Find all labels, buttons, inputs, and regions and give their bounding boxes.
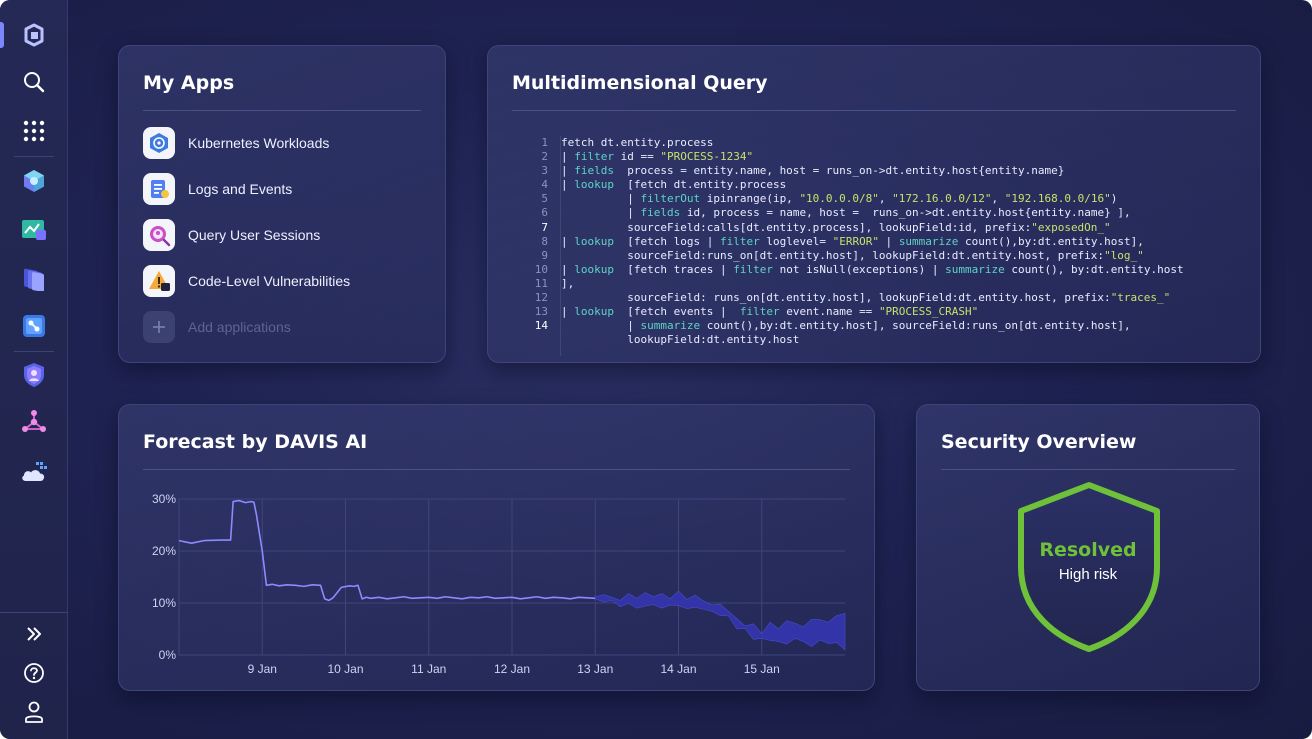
x-tick-label: 13 Jan: [577, 662, 613, 676]
dynatrace-logo-icon[interactable]: [14, 15, 54, 55]
x-tick-label: 15 Jan: [744, 662, 780, 676]
add-applications-label: Add applications: [188, 319, 291, 335]
code-line: ],: [561, 276, 575, 290]
card-divider: [941, 469, 1235, 470]
card-divider: [143, 110, 421, 111]
code-line: | lookup [fetch dt.entity.process: [561, 178, 787, 192]
card-title: Forecast by DAVIS AI: [143, 431, 368, 453]
query-sessions-icon: [143, 219, 175, 251]
code-line: sourceField:calls[dt.entity.process], lo…: [561, 220, 1111, 234]
app-item-kubernetes-workloads[interactable]: Kubernetes Workloads: [143, 127, 329, 159]
card-divider: [512, 110, 1236, 111]
sidebar-bottom-divider: [0, 612, 68, 613]
code-line: fetch dt.entity.process: [561, 136, 714, 149]
code-line: | lookup [fetch events | filter event.na…: [561, 305, 979, 319]
line-number: 13: [534, 305, 548, 319]
dashboards-app-icon[interactable]: [14, 210, 54, 250]
infrastructure-app-icon[interactable]: [14, 161, 54, 201]
code-line: | lookup [fetch logs | filter loglevel= …: [561, 234, 1144, 248]
security-status: Resolved: [1039, 539, 1137, 561]
card-title: My Apps: [143, 72, 235, 94]
code-line: | filterOut ipinrange(ip, "10.0.0.0/8", …: [561, 192, 1118, 206]
line-number: 12: [534, 291, 548, 305]
y-tick-label: 30%: [152, 492, 176, 506]
security-app-icon[interactable]: [14, 355, 54, 395]
query-code: fetch dt.entity.process | filter id == "P…: [561, 136, 1184, 347]
y-tick-label: 0%: [159, 648, 177, 662]
line-number: 3: [541, 164, 548, 178]
app-item-logs-and-events[interactable]: Logs and Events: [143, 173, 292, 205]
sidebar-divider: [14, 156, 54, 157]
app-item-code-level-vulnerabilities[interactable]: Code-Level Vulnerabilities: [143, 265, 350, 297]
code-line: | fields id, process = name, host = runs…: [561, 206, 1131, 220]
line-number: 4: [541, 178, 548, 192]
cloud-app-icon[interactable]: [14, 452, 54, 492]
code-line: | lookup [fetch traces | filter not isNu…: [561, 262, 1184, 276]
sidebar-divider: [14, 351, 54, 352]
vulnerability-icon: [143, 265, 175, 297]
card-title: Security Overview: [941, 431, 1137, 453]
forecast-chart: 30% 20% 10% 0% 9 Jan 10 Jan 11 Jan 12 Jan 13 Jan…: [152, 492, 846, 676]
security-overview-card: Security Overview Resolved High risk: [916, 404, 1260, 691]
kubernetes-icon: [143, 127, 175, 159]
sidebar: [0, 0, 68, 739]
line-number: 11: [534, 276, 548, 290]
multidimensional-query-card: Multidimensional Query 1 2 3 4 5 6 7 8 9 10 11 12 13…: [487, 45, 1261, 363]
gutter-divider: [560, 136, 561, 356]
logs-app-icon[interactable]: [14, 258, 54, 298]
line-number: [516, 333, 548, 347]
my-apps-card: My Apps Kubernetes Workloads: [118, 45, 446, 363]
line-number: 6: [541, 206, 548, 220]
line-number: 1: [541, 136, 548, 149]
code-line: sourceField:runs_on[dt.entity.host], loo…: [561, 248, 1144, 262]
line-number: 7: [541, 220, 548, 234]
forecast-band: [594, 590, 846, 651]
expand-icon[interactable]: [14, 614, 54, 654]
line-number: 8: [541, 234, 548, 248]
line-numbers: 1 2 3 4 5 6 7 8 9 10 11 12 13 14: [516, 136, 548, 347]
app-label: Kubernetes Workloads: [188, 135, 330, 151]
app-label: Code-Level Vulnerabilities: [188, 273, 351, 289]
line-number: 10: [534, 262, 548, 276]
x-tick-label: 14 Jan: [660, 662, 696, 676]
card-divider: [143, 469, 850, 470]
app-label: Query User Sessions: [188, 227, 321, 243]
app-item-query-user-sessions[interactable]: Query User Sessions: [143, 219, 320, 251]
security-risk-level: High risk: [1058, 566, 1118, 583]
code-line: lookupField:dt.entity.host: [561, 333, 800, 347]
add-applications-button[interactable]: Add applications: [143, 311, 291, 343]
search-icon[interactable]: [14, 62, 54, 102]
topology-app-icon[interactable]: [14, 402, 54, 442]
active-indicator: [0, 22, 4, 48]
code-line: | filter id == "PROCESS-1234": [561, 150, 754, 164]
workflows-app-icon[interactable]: [14, 306, 54, 346]
plus-icon: [143, 311, 175, 343]
user-icon[interactable]: [14, 692, 54, 732]
code-line: | summarize count(),by:dt.entity.host], …: [561, 319, 1131, 333]
x-tick-label: 9 Jan: [248, 662, 277, 676]
line-number: 14: [534, 319, 548, 333]
x-tick-label: 11 Jan: [411, 662, 446, 676]
forecast-card: Forecast by DAVIS AI 30% 20% 10% 0% 9 Jan 10 …: [118, 404, 875, 691]
shield-icon: [1013, 479, 1165, 655]
x-tick-label: 10 Jan: [327, 662, 363, 676]
help-icon[interactable]: [14, 653, 54, 693]
apps-grid-icon[interactable]: [14, 111, 54, 151]
line-number: 2: [541, 150, 548, 164]
card-title: Multidimensional Query: [512, 72, 768, 94]
line-number: 5: [541, 192, 548, 206]
history-line: [178, 499, 596, 602]
y-tick-label: 10%: [152, 596, 176, 610]
logs-events-icon: [143, 173, 175, 205]
code-line: | fields process = entity.name, host = r…: [561, 164, 1065, 178]
y-tick-label: 20%: [152, 544, 176, 558]
code-line: sourceField: runs_on[dt.entity.host], lo…: [561, 291, 1171, 305]
app-label: Logs and Events: [188, 181, 293, 197]
line-number: 9: [541, 248, 548, 262]
query-editor[interactable]: 1 2 3 4 5 6 7 8 9 10 11 12 13 14 fetch dt.entity.proc…: [516, 136, 1240, 356]
x-tick-label: 12 Jan: [494, 662, 530, 676]
